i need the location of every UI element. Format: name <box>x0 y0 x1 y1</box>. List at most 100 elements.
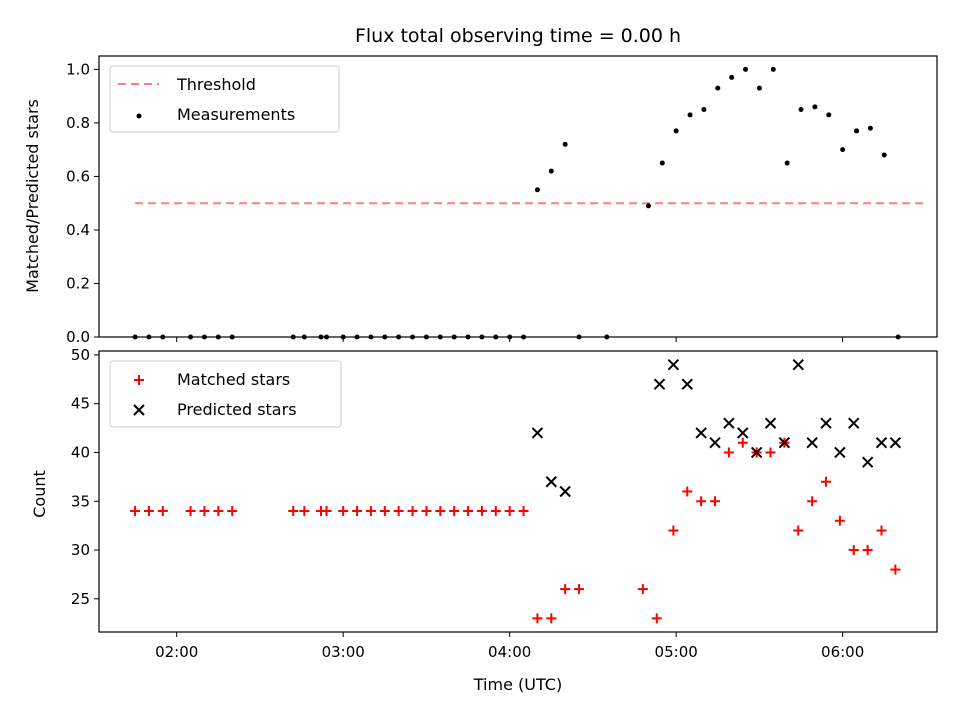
x-tick-label: 02:00 <box>155 643 198 661</box>
predicted-star-point <box>875 437 888 449</box>
matched-star-point <box>321 506 332 517</box>
x-tick-label: 04:00 <box>488 643 531 661</box>
top-legend-box <box>109 65 340 133</box>
measurement-point <box>548 168 554 174</box>
bottom-legend-box <box>109 360 342 428</box>
measurement-point <box>687 112 693 118</box>
matched-star-point <box>365 506 376 517</box>
matched-star-point <box>696 496 707 507</box>
matched-star-point <box>393 506 404 517</box>
matched-star-point <box>157 506 168 517</box>
measurement-point <box>659 160 665 166</box>
predicted-star-point <box>806 437 818 449</box>
measurement-point <box>854 128 860 134</box>
bottom-y-tick-label: 25 <box>71 590 90 608</box>
matched-star-point <box>560 584 571 595</box>
matched-star-point <box>765 447 776 458</box>
measurement-point <box>673 128 679 134</box>
measurement-point <box>562 141 568 147</box>
measurement-point <box>881 152 887 158</box>
matched-star-point <box>737 437 748 448</box>
legend-predicted-marker <box>133 404 145 416</box>
matched-star-point <box>876 525 887 536</box>
predicted-star-point <box>559 485 571 498</box>
matched-star-point <box>637 584 648 595</box>
measurement-point <box>812 104 818 110</box>
bottom-y-tick-label: 40 <box>71 443 90 461</box>
top-y-tick-label: 0.2 <box>66 274 90 292</box>
matched-star-point <box>668 525 679 536</box>
legend-threshold-label: Threshold <box>176 75 256 94</box>
predicted-star-point <box>764 417 777 429</box>
matched-star-point <box>651 613 662 624</box>
predicted-star-point <box>737 427 749 439</box>
matched-star-point <box>435 506 446 517</box>
top-y-tick-label: 0.0 <box>66 328 90 346</box>
matched-star-point <box>449 506 460 517</box>
bottom-legend: Matched stars Predicted stars <box>109 360 342 428</box>
top-y-axis-label: Matched/Predicted stars <box>23 99 42 293</box>
matched-star-point <box>299 506 310 517</box>
predicted-star-point <box>531 427 544 439</box>
matched-star-point <box>407 506 418 517</box>
legend-predicted-label: Predicted stars <box>177 400 297 419</box>
predicted-star-point <box>750 446 763 459</box>
predicted-star-point <box>778 437 791 449</box>
matched-star-point <box>130 506 141 517</box>
top-y-tick-label: 1.0 <box>66 60 90 78</box>
matched-star-point <box>710 496 721 507</box>
matched-star-point <box>288 506 299 517</box>
x-tick-label: 03:00 <box>322 643 365 661</box>
predicted-star-point <box>889 437 902 449</box>
top-plot: 0.0 0.2 0.4 0.6 0.8 1.0 Matched/Predicted sta… <box>23 55 938 346</box>
matched-star-point <box>213 506 224 517</box>
measurement-point <box>743 66 749 72</box>
bottom-y-tick-label: 35 <box>71 492 90 510</box>
legend-measurements-label: Measurements <box>177 105 295 124</box>
measurement-point <box>867 125 873 131</box>
matched-star-point <box>848 545 859 556</box>
matched-star-point <box>793 525 804 536</box>
matched-star-point <box>352 506 363 517</box>
measurement-point <box>826 112 832 118</box>
predicted-star-point <box>667 358 680 371</box>
predicted-star-point <box>681 378 693 390</box>
bottom-y-tick-label: 30 <box>71 541 90 559</box>
predicted-star-point <box>545 476 558 488</box>
measurement-point <box>645 203 651 209</box>
bottom-y-tick-label: 45 <box>71 395 90 413</box>
matched-star-point <box>574 584 585 595</box>
predicted-star-point <box>848 417 860 429</box>
predicted-star-point <box>834 446 846 459</box>
matched-star-point <box>143 506 154 517</box>
matched-star-point <box>518 506 529 517</box>
predicted-star-point <box>709 437 721 449</box>
predicted-star-point <box>653 378 666 390</box>
matched-star-point <box>338 506 349 517</box>
matched-star-point <box>476 506 487 517</box>
bottom-y-tick-label: 50 <box>71 346 90 364</box>
legend-measurements-swatch <box>136 113 142 119</box>
top-plot-frame <box>98 55 938 338</box>
matched-star-point <box>890 564 901 575</box>
x-axis-label: Time (UTC) <box>473 675 562 694</box>
measurement-point <box>534 187 540 193</box>
predicted-star-point <box>723 417 735 429</box>
matched-star-point <box>227 506 238 517</box>
top-y-tick-label: 0.6 <box>66 167 90 185</box>
bottom-plot-frame <box>98 350 938 633</box>
matched-star-point <box>807 496 818 507</box>
legend-matched-marker <box>134 375 144 385</box>
matched-star-point <box>490 506 501 517</box>
predicted-star-point <box>820 417 832 429</box>
matched-star-point <box>185 506 196 517</box>
matched-star-point <box>682 486 693 497</box>
measurement-point <box>840 147 846 153</box>
x-tick-label: 05:00 <box>655 643 698 661</box>
predicted-star-point <box>861 456 874 468</box>
matched-star-point <box>199 506 210 517</box>
matched-star-point <box>463 506 474 517</box>
matched-star-point <box>546 613 557 624</box>
top-legend: Threshold Measurements <box>109 65 340 133</box>
legend-predicted-swatch <box>133 404 145 416</box>
